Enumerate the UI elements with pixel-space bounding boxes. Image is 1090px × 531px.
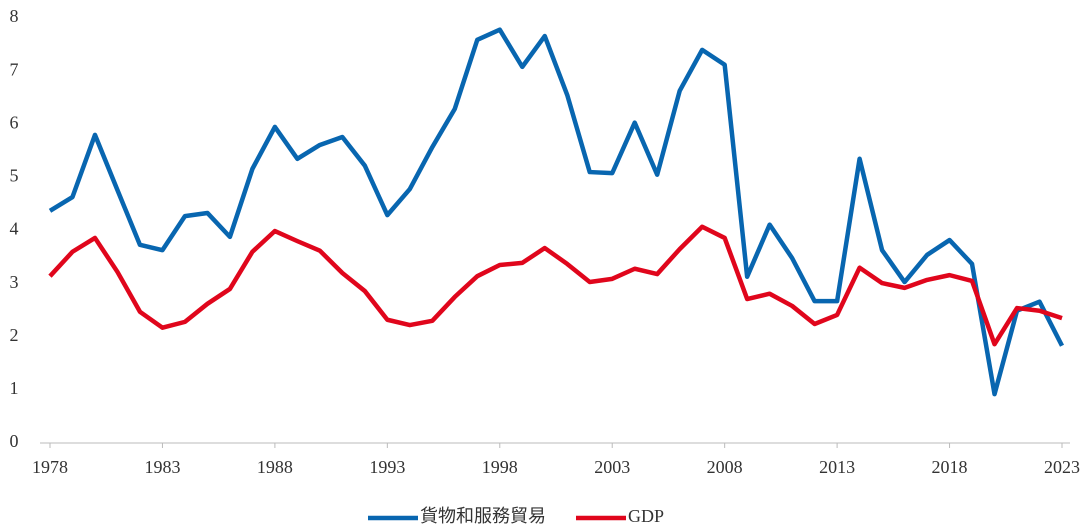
y-tick-label: 8	[10, 6, 19, 26]
x-tick-label: 2008	[707, 457, 743, 477]
y-tick-label: 3	[10, 272, 19, 292]
y-tick-label: 1	[10, 378, 19, 398]
x-tick-label: 1998	[482, 457, 518, 477]
x-tick-label: 1988	[257, 457, 293, 477]
x-tick-label: 1993	[369, 457, 405, 477]
y-tick-label: 0	[10, 431, 19, 451]
y-tick-label: 6	[10, 112, 19, 132]
x-tick-label: 2023	[1044, 457, 1080, 477]
series-line	[48, 224, 1063, 347]
x-tick-label: 1978	[32, 457, 68, 477]
y-tick-label: 2	[10, 325, 19, 345]
y-tick-label: 5	[10, 166, 19, 186]
x-tick-label: 2013	[819, 457, 855, 477]
x-tick-label: 1983	[144, 457, 180, 477]
series-line	[48, 27, 1065, 397]
y-tick-label: 4	[10, 219, 19, 239]
legend-label: GDP	[628, 506, 664, 526]
legend-label: 貨物和服務貿易	[420, 506, 546, 526]
x-tick-label: 2018	[932, 457, 968, 477]
x-tick-label: 2003	[594, 457, 630, 477]
y-tick-label: 7	[10, 59, 19, 79]
